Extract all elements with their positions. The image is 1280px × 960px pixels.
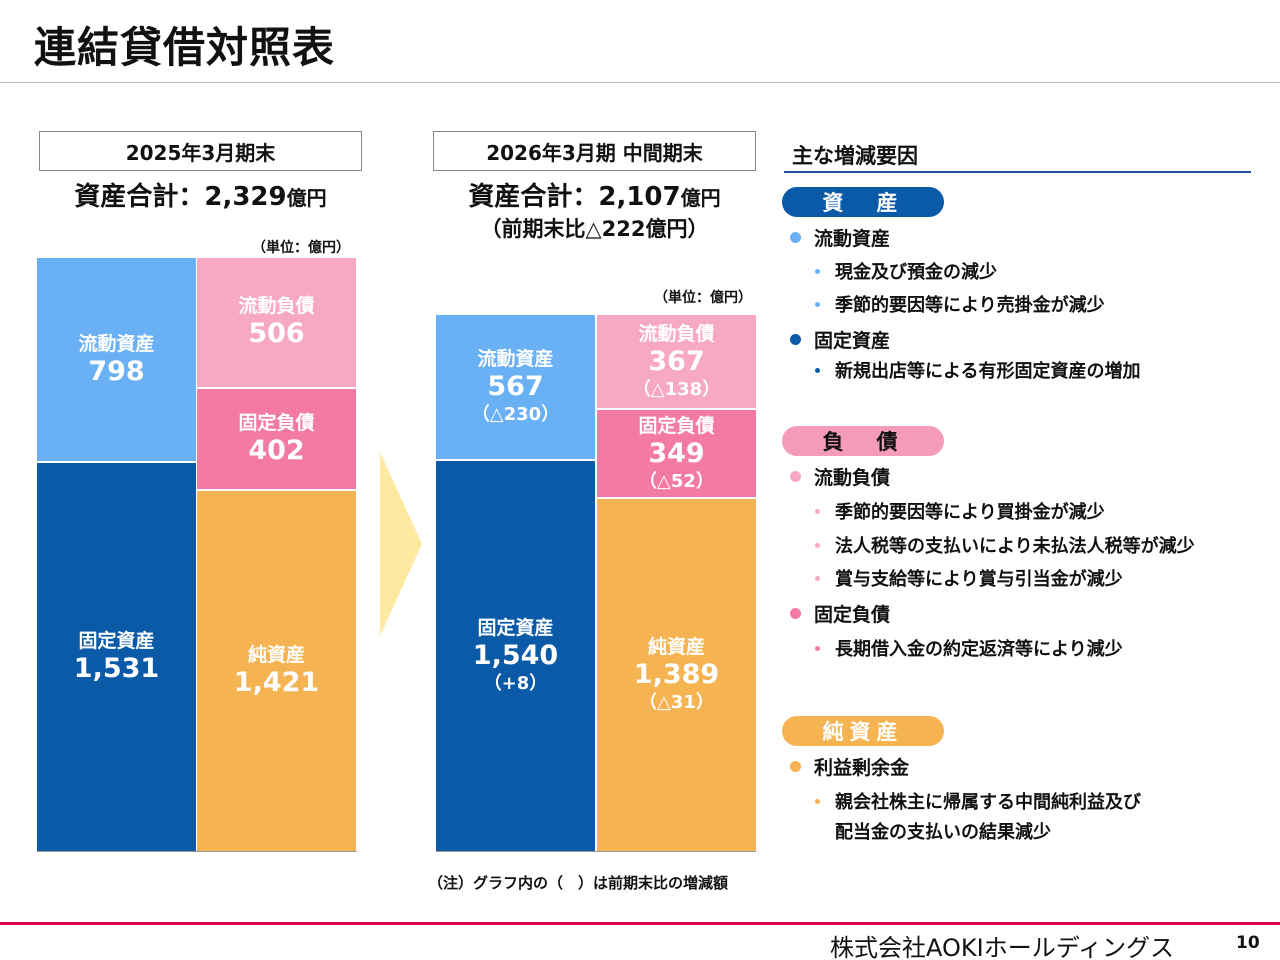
total-assets-right: 資産合計：2,107億円 — [433, 176, 756, 213]
chart-baseline-left — [37, 851, 357, 852]
bar-net-assets-curr: 純資産 1,389 （△31） — [597, 499, 756, 851]
segment-label: 流動負債 — [638, 322, 715, 345]
segment-label: 流動負債 — [238, 295, 315, 318]
bar-fixed-liabilities-curr: 固定負債 349 （△52） — [597, 410, 756, 498]
period-arrow-icon — [380, 452, 422, 636]
total-label-right: 資産合計： — [468, 182, 599, 212]
sub-bullet-icon — [815, 268, 820, 274]
total-value-right: 2,107 — [598, 182, 681, 212]
unit-note-right: （単位：億円） — [654, 290, 752, 306]
total-unit-left: 億円 — [286, 186, 327, 210]
total-label-left: 資産合計： — [74, 182, 205, 212]
bullet-icon — [790, 334, 801, 345]
segment-value: 1,531 — [73, 653, 160, 685]
segment-value: 1,540 — [472, 639, 559, 671]
factor-sub-continued: 配当金の支払いの結果減少 — [835, 822, 1051, 843]
sub-bullet-icon — [815, 508, 820, 514]
unit-note-left: （単位：億円） — [252, 240, 350, 256]
liabilities-pill: 負 債 — [782, 426, 944, 456]
segment-label: 純資産 — [647, 636, 705, 659]
segment-label: 固定負債 — [638, 414, 715, 437]
segment-change: （△52） — [639, 470, 714, 492]
factor-sub: 季節的要因等により売掛金が減少 — [815, 291, 1105, 317]
period-label-right: 2026年3月期 中間期末 — [433, 131, 756, 171]
factor-current-liabilities: 流動負債 — [790, 463, 890, 490]
segment-change: （△230） — [471, 403, 560, 425]
page-title: 連結貸借対照表 — [34, 23, 336, 72]
equity-pill: 純資産 — [782, 716, 944, 746]
segment-label: 固定資産 — [477, 616, 554, 639]
factor-current-assets: 流動資産 — [790, 224, 890, 251]
assets-pill: 資 産 — [782, 187, 944, 217]
segment-value: 1,389 — [633, 659, 720, 691]
segment-change: （△138） — [632, 378, 721, 400]
bullet-icon — [790, 232, 801, 243]
factor-sub: 季節的要因等により買掛金が減少 — [815, 498, 1105, 524]
sub-bullet-icon — [815, 301, 820, 307]
bar-fixed-liabilities-prev: 固定負債 402 — [197, 388, 356, 490]
bar-net-assets-prev: 純資産 1,421 — [197, 491, 356, 851]
factor-retained-earnings: 利益剰余金 — [790, 753, 909, 780]
bar-current-assets-curr: 流動資産 567 （△230） — [436, 314, 595, 459]
footer-divider — [0, 922, 1280, 925]
factor-sub: 現金及び預金の減少 — [815, 258, 997, 284]
segment-label: 流動資産 — [477, 347, 554, 370]
title-divider — [0, 82, 1280, 83]
chart-note: （注）グラフ内の（ ）は前期末比の増減額 — [428, 874, 729, 892]
total-value-left: 2,329 — [204, 182, 287, 212]
bullet-icon — [790, 608, 801, 619]
factor-fixed-liabilities: 固定負債 — [790, 600, 890, 627]
segment-value: 402 — [248, 435, 305, 466]
segment-value: 349 — [648, 437, 705, 469]
factor-sub: 賞与支給等により賞与引当金が減少 — [815, 565, 1123, 591]
sub-bullet-icon — [815, 575, 820, 581]
bar-fixed-assets-prev: 固定資産 1,531 — [37, 463, 196, 851]
bullet-icon — [790, 471, 801, 482]
chart-baseline-right — [436, 851, 756, 852]
bullet-icon — [790, 761, 801, 772]
factor-sub: 新規出店等による有形固定資産の増加 — [815, 357, 1140, 383]
sub-bullet-icon — [815, 798, 820, 804]
segment-value: 506 — [248, 318, 305, 350]
segment-change: （△31） — [639, 692, 714, 714]
factors-divider — [784, 171, 1251, 173]
bar-current-assets-prev: 流動資産 798 — [37, 258, 196, 462]
segment-value: 798 — [88, 355, 145, 387]
factor-fixed-assets: 固定資産 — [790, 326, 890, 353]
segment-value: 367 — [648, 345, 705, 377]
total-diff-right: （前期末比△222億円） — [480, 217, 709, 241]
segment-label: 流動資産 — [78, 332, 155, 355]
sub-bullet-icon — [815, 367, 820, 373]
segment-change: （+8） — [483, 672, 548, 694]
factor-sub: 長期借入金の約定返済等により減少 — [815, 635, 1123, 661]
segment-label: 固定資産 — [78, 630, 155, 653]
total-unit-right: 億円 — [680, 186, 721, 210]
factor-sub: 法人税等の支払いにより未払法人税等が減少 — [815, 532, 1195, 558]
segment-value: 1,421 — [233, 667, 320, 699]
bar-current-liabilities-curr: 流動負債 367 （△138） — [597, 315, 756, 409]
sub-bullet-icon — [815, 645, 820, 651]
segment-label: 純資産 — [247, 644, 305, 667]
total-assets-left: 資産合計：2,329億円 — [39, 176, 362, 213]
period-label-left: 2025年3月期末 — [39, 131, 362, 171]
bar-fixed-assets-curr: 固定資産 1,540 （+8） — [436, 460, 595, 851]
page-number: 10 — [1236, 933, 1260, 953]
sub-bullet-icon — [815, 542, 820, 548]
segment-label: 固定負債 — [238, 412, 315, 434]
bar-current-liabilities-prev: 流動負債 506 — [197, 258, 356, 387]
factors-heading: 主な増減要因 — [792, 144, 918, 168]
company-name: 株式会社AOKIホールディングス — [830, 934, 1175, 960]
segment-value: 567 — [487, 370, 544, 402]
factor-sub: 親会社株主に帰属する中間純利益及び — [815, 788, 1141, 814]
